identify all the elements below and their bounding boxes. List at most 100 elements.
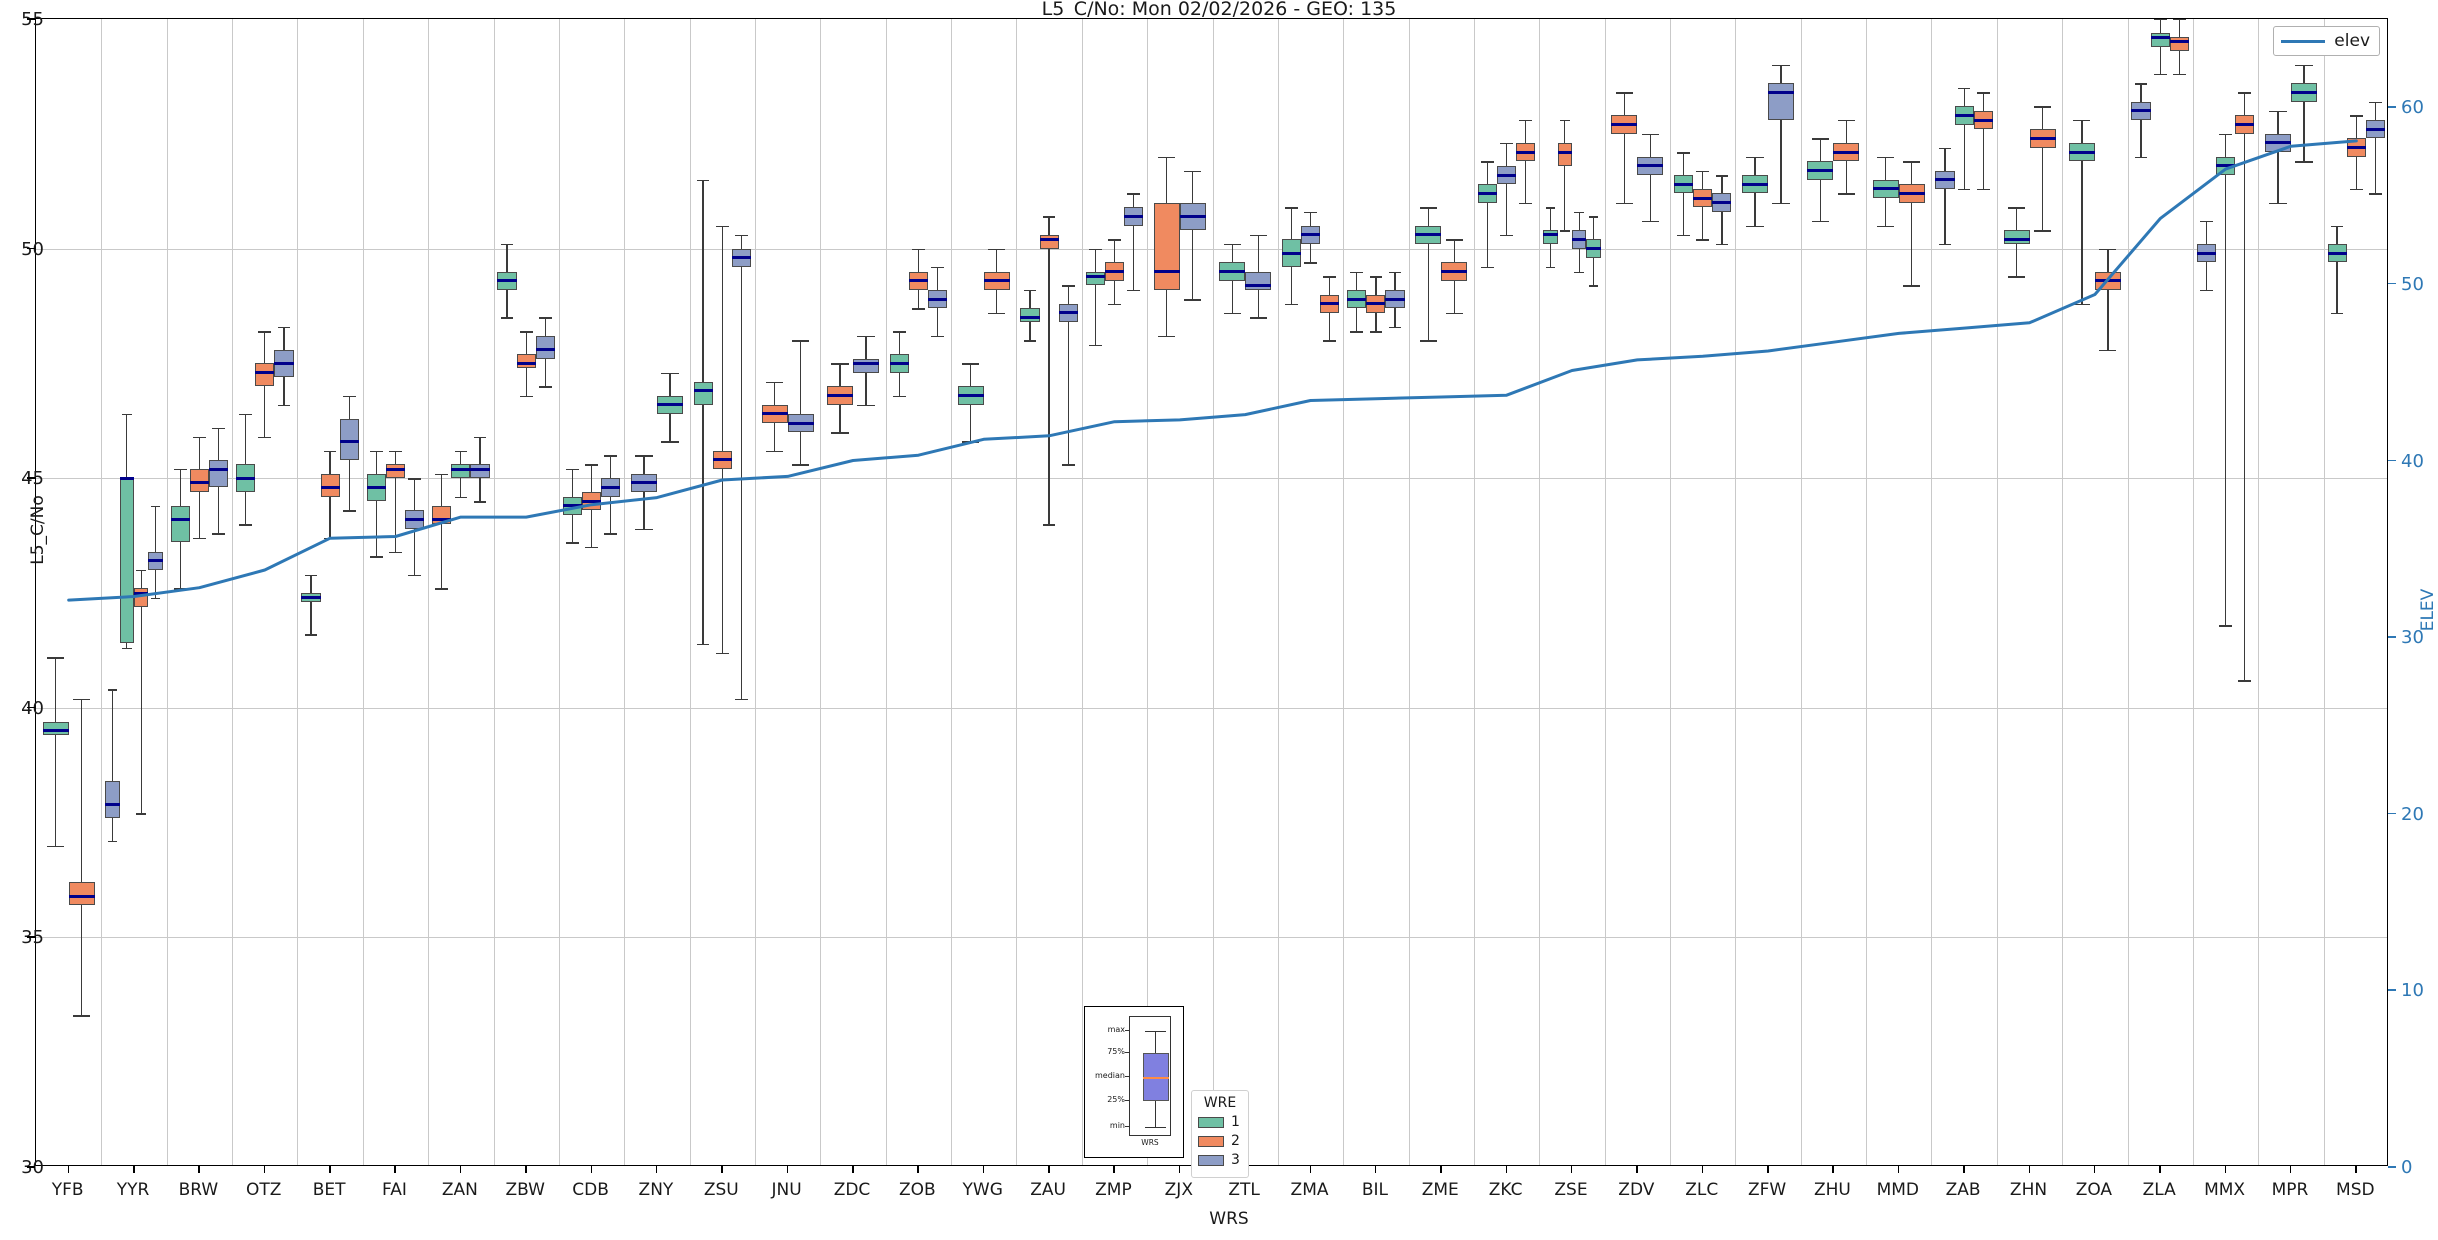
x-axis-tick-label: ZMP xyxy=(1095,1180,1132,1200)
boxplot-cap-min xyxy=(735,698,748,700)
y-axis-left-tick-label: 55 xyxy=(21,9,44,30)
y-axis-right-tick xyxy=(2388,989,2396,991)
x-axis-tick-label: MPR xyxy=(2271,1180,2309,1200)
gridline-vertical xyxy=(2192,19,2194,1165)
gridline-vertical xyxy=(1081,19,1083,1165)
wre-legend-title: WRE xyxy=(1203,1095,1237,1111)
boxplot-cap-min xyxy=(122,648,132,650)
boxplot-cap-max xyxy=(1388,271,1402,273)
boxplot-cap-min xyxy=(715,652,729,655)
plot-area: elev xyxy=(35,18,2388,1166)
inset-label-min: min xyxy=(1109,1121,1125,1130)
inset-cap-min xyxy=(1145,1127,1166,1128)
boxplot-median xyxy=(1637,164,1664,168)
boxplot-median xyxy=(1281,251,1301,255)
boxplot-median xyxy=(1833,150,1860,154)
gridline-vertical xyxy=(885,19,887,1165)
gridline-vertical xyxy=(1866,19,1868,1165)
x-axis-tick xyxy=(2224,1166,2227,1173)
gridline-vertical xyxy=(558,19,560,1165)
boxplot-box[interactable] xyxy=(105,781,120,818)
boxplot-box[interactable] xyxy=(68,882,95,906)
boxplot-box[interactable] xyxy=(189,469,209,492)
boxplot-cap-max xyxy=(566,469,579,471)
boxplot-box[interactable] xyxy=(1768,83,1795,121)
boxplot-median xyxy=(1058,311,1078,315)
boxplot-median xyxy=(497,279,517,283)
boxplot-cap-max xyxy=(323,450,337,453)
y-axis-left-tick xyxy=(27,936,35,938)
boxplot-cap-min xyxy=(585,547,598,549)
boxplot-cap-max xyxy=(1772,64,1790,67)
boxplot-cap-min xyxy=(1369,331,1383,333)
gridline-vertical xyxy=(1800,19,1802,1165)
boxplot-box[interactable] xyxy=(339,418,359,460)
wre-legend-label: 3 xyxy=(1231,1152,1240,1168)
boxplot-cap-min xyxy=(408,574,421,577)
boxplot-box[interactable] xyxy=(320,473,340,497)
boxplot-cap-min xyxy=(1249,317,1267,319)
boxplot-cap-min xyxy=(1560,230,1570,232)
boxplot-cap-min xyxy=(1519,202,1533,205)
x-axis-tick xyxy=(1832,1166,1834,1173)
boxplot-cap-max xyxy=(1545,207,1556,209)
wre-legend-item[interactable]: 2 xyxy=(1198,1133,1242,1149)
boxplot-median xyxy=(581,499,602,503)
boxplot-box[interactable] xyxy=(693,381,713,405)
boxplot-box[interactable] xyxy=(208,459,229,488)
x-axis-tick xyxy=(1767,1166,1769,1173)
wre-legend-item[interactable]: 3 xyxy=(1198,1152,1242,1168)
boxplot-box[interactable] xyxy=(170,505,190,543)
boxplot-median xyxy=(1104,270,1125,274)
x-axis-tick-label: ZAB xyxy=(1945,1180,1981,1200)
wre-legend[interactable]: WRE 1 2 3 xyxy=(1191,1090,1249,1178)
boxplot-box[interactable] xyxy=(1153,202,1180,290)
boxplot-box[interactable] xyxy=(535,335,555,359)
boxplot-box[interactable] xyxy=(1557,142,1572,166)
boxplot-cap-min xyxy=(1574,271,1584,273)
boxplot-cap-max xyxy=(696,179,710,182)
boxplot-whisker xyxy=(2374,101,2377,194)
x-axis-tick xyxy=(2355,1166,2357,1173)
elev-legend[interactable]: elev xyxy=(2273,26,2380,56)
x-axis-tick-label: BET xyxy=(312,1180,346,1200)
inset-tick xyxy=(1125,1076,1129,1077)
boxplot-cap-max xyxy=(2269,110,2287,113)
boxplot-cap-min xyxy=(500,317,514,319)
boxplot-cap-max xyxy=(2295,64,2313,67)
inset-tick xyxy=(1125,1052,1129,1053)
gridline-vertical xyxy=(1147,19,1149,1165)
boxplot-median xyxy=(1543,233,1558,237)
boxplot-median xyxy=(208,467,229,471)
boxplot-cap-min xyxy=(1388,326,1402,329)
inset-tick xyxy=(1125,1100,1129,1101)
boxplot-cap-min xyxy=(539,386,552,388)
boxplot-cap-min xyxy=(1877,225,1895,228)
boxplot-median xyxy=(827,394,853,398)
boxplot-cap-min xyxy=(635,528,653,531)
boxplot-cap-min xyxy=(1088,345,1102,347)
x-axis-tick xyxy=(786,1166,789,1173)
gridline-vertical xyxy=(1670,19,1672,1165)
boxplot-cap-min xyxy=(277,404,291,407)
boxplot-cap-max xyxy=(1127,193,1140,195)
boxplot-median xyxy=(983,279,1010,283)
boxplot-cap-max xyxy=(1811,138,1829,140)
wre-legend-item[interactable]: 1 xyxy=(1198,1114,1242,1130)
boxplot-cap-min xyxy=(304,634,318,636)
boxplot-cap-max xyxy=(519,331,533,333)
boxplot-cap-min xyxy=(1285,303,1298,306)
inset-label-max: max xyxy=(1107,1025,1125,1034)
x-axis-tick xyxy=(2159,1166,2161,1173)
boxplot-cap-min xyxy=(566,542,579,544)
boxplot-cap-min xyxy=(193,537,206,540)
boxplot-whisker xyxy=(140,570,142,814)
boxplot-box[interactable] xyxy=(255,363,275,387)
boxplot-cap-max xyxy=(435,473,448,475)
gridline-vertical xyxy=(1735,19,1737,1165)
x-axis-tick-label: ZHN xyxy=(2009,1180,2048,1200)
gridline-vertical xyxy=(820,19,822,1165)
boxplot-median xyxy=(405,518,425,522)
x-axis-tick xyxy=(394,1166,396,1173)
boxplot-median xyxy=(562,504,582,508)
